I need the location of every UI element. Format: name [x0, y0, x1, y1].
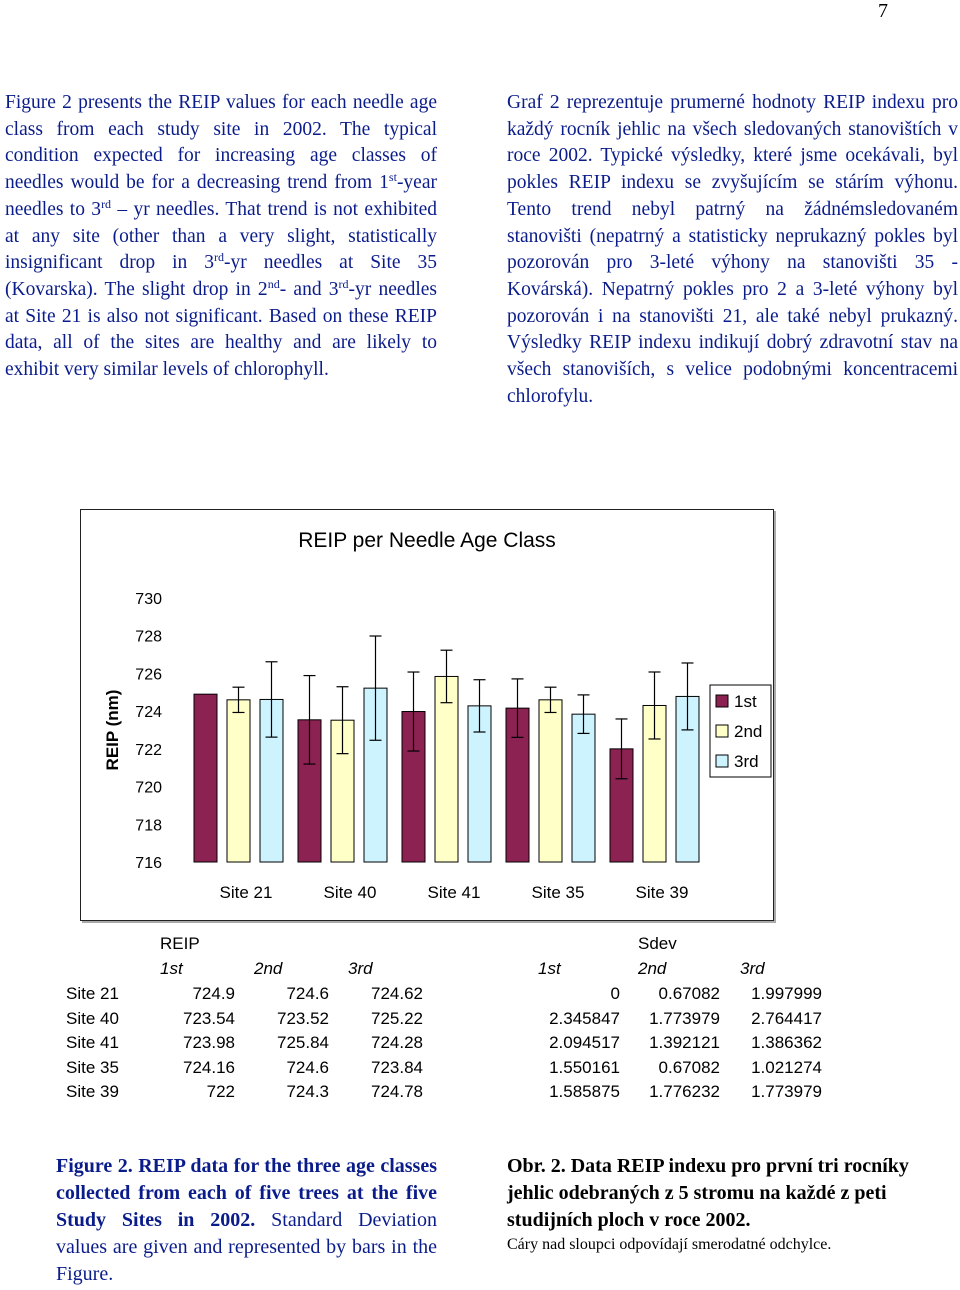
- table-cell-reip: 723.52: [277, 1008, 329, 1028]
- legend-label-2nd: 2nd: [734, 722, 762, 741]
- table-cell-reip: 725.84: [277, 1033, 329, 1053]
- table-row-site: Site 21: [66, 984, 119, 1003]
- table-cell-reip: 723.54: [183, 1008, 235, 1028]
- x-tick-label: Site 35: [532, 883, 585, 902]
- y-tick-label: 718: [135, 817, 162, 834]
- y-tick-label: 730: [135, 591, 162, 608]
- y-tick-label: 716: [135, 855, 162, 872]
- page-number: 7: [878, 0, 888, 22]
- table-row-site: Site 35: [66, 1057, 119, 1077]
- table-cell-sdev: 0.67082: [658, 984, 720, 1003]
- table-header-sdev: Sdev: [638, 934, 677, 953]
- x-tick-label: Site 40: [324, 883, 377, 902]
- legend-label-3rd: 3rd: [734, 752, 759, 771]
- reip-bar-chart: REIP per Needle Age Class REIP (nm) 730 728…: [103, 529, 772, 902]
- bar-1st-site-21: [193, 693, 218, 863]
- table-header-reip: REIP: [160, 934, 200, 953]
- y-tick-label: 728: [135, 629, 162, 646]
- bar-2nd-site-21: [226, 699, 251, 863]
- table-cell-sdev: 0: [610, 984, 620, 1003]
- y-tick-label: 720: [135, 780, 162, 797]
- table-cell-sdev: 1.550161: [549, 1057, 620, 1077]
- table-cell-reip: 725.22: [371, 1008, 423, 1028]
- table-row-site: Site 40: [66, 1008, 119, 1028]
- table-col-reip-3rd: 3rd: [348, 959, 373, 978]
- table-cell-sdev: 1.585875: [549, 1082, 620, 1102]
- table-cell-reip: 724.6: [286, 984, 329, 1003]
- table-cell-sdev: 2.345847: [549, 1008, 620, 1028]
- table-row-site: Site 41: [66, 1033, 119, 1053]
- table-col-sdev-3rd: 3rd: [740, 959, 765, 978]
- figure-caption-english: Figure 2. REIP data for the three age cl…: [56, 1153, 437, 1288]
- legend-swatch-3rd: [715, 754, 729, 768]
- table-cell-sdev: 1.392121: [649, 1033, 720, 1053]
- reip-data-table: REIP Sdev 1st 1st 2nd 2nd 3rd 3rd Site 21 724.9 72…: [0, 930, 960, 1110]
- table-cell-sdev: 2.764417: [751, 1008, 822, 1028]
- legend-label-1st: 1st: [734, 692, 757, 711]
- table-cell-sdev: 1.773979: [751, 1082, 822, 1102]
- caption-cz-bold: Obr. 2. Data REIP indexu pro první tri r…: [507, 1155, 909, 1231]
- chart-title: REIP per Needle Age Class: [298, 529, 556, 552]
- y-tick-label: 726: [135, 666, 162, 683]
- table-cell-reip: 724.78: [371, 1082, 423, 1102]
- table-cell-reip: 724.16: [183, 1057, 235, 1077]
- table-col-sdev-2nd: 2nd: [638, 959, 667, 978]
- y-tick-label: 724: [135, 704, 162, 721]
- chart-frame: [80, 509, 774, 921]
- table-cell-sdev: 0.67082: [658, 1057, 720, 1077]
- x-tick-label: Site 39: [636, 883, 689, 902]
- table-cell-reip: 724.28: [371, 1033, 423, 1053]
- table-cell-sdev: 1.776232: [649, 1082, 720, 1102]
- legend-swatch-2nd: [715, 724, 729, 738]
- table-cell-reip: 722: [206, 1082, 235, 1102]
- table-col-reip-2nd: 2nd: [254, 959, 283, 978]
- figure-caption-czech: Obr. 2. Data REIP indexu pro první tri r…: [507, 1153, 927, 1256]
- y-axis-label: REIP (nm): [103, 690, 122, 771]
- table-cell-sdev: 1.021274: [751, 1057, 822, 1077]
- table-cell-reip: 723.84: [371, 1057, 423, 1077]
- table-cell-sdev: 1.386362: [751, 1033, 822, 1053]
- x-tick-label: Site 41: [428, 883, 481, 902]
- caption-cz-normal: Cáry nad sloupci odpovídají smerodatné o…: [507, 1236, 832, 1253]
- table-cell-reip: 723.98: [183, 1033, 235, 1053]
- bar-3rd-site-35: [571, 713, 596, 863]
- caption-en-bold: Figure 2. REIP data for the three age cl…: [56, 1155, 437, 1231]
- bar-2nd-site-41: [434, 675, 459, 863]
- y-tick-label: 722: [135, 742, 162, 759]
- table-cell-reip: 724.6: [286, 1057, 329, 1077]
- english-paragraph: Figure 2 presents the REIP values for ea…: [5, 92, 438, 381]
- czech-paragraph: Graf 2 reprezentuje prumerné hodnoty REI…: [507, 92, 958, 407]
- table-cell-sdev: 1.997999: [751, 984, 822, 1003]
- table-cell-reip: 724.9: [192, 984, 235, 1003]
- table-cell-reip: 724.3: [286, 1082, 329, 1102]
- table-cell-sdev: 1.773979: [649, 1008, 720, 1028]
- table-row-site: Site 39: [66, 1082, 119, 1102]
- x-tick-label: Site 21: [220, 883, 273, 902]
- table-col-sdev-1st: 1st: [538, 959, 561, 978]
- legend-swatch-1st: [715, 694, 729, 708]
- table-col-reip-1st: 1st: [160, 959, 183, 978]
- bar-2nd-site-35: [538, 699, 563, 863]
- caption-en-normal: Standard Deviation values are given and …: [56, 1209, 437, 1285]
- table-cell-reip: 724.62: [371, 984, 423, 1003]
- table-cell-sdev: 2.094517: [549, 1033, 620, 1053]
